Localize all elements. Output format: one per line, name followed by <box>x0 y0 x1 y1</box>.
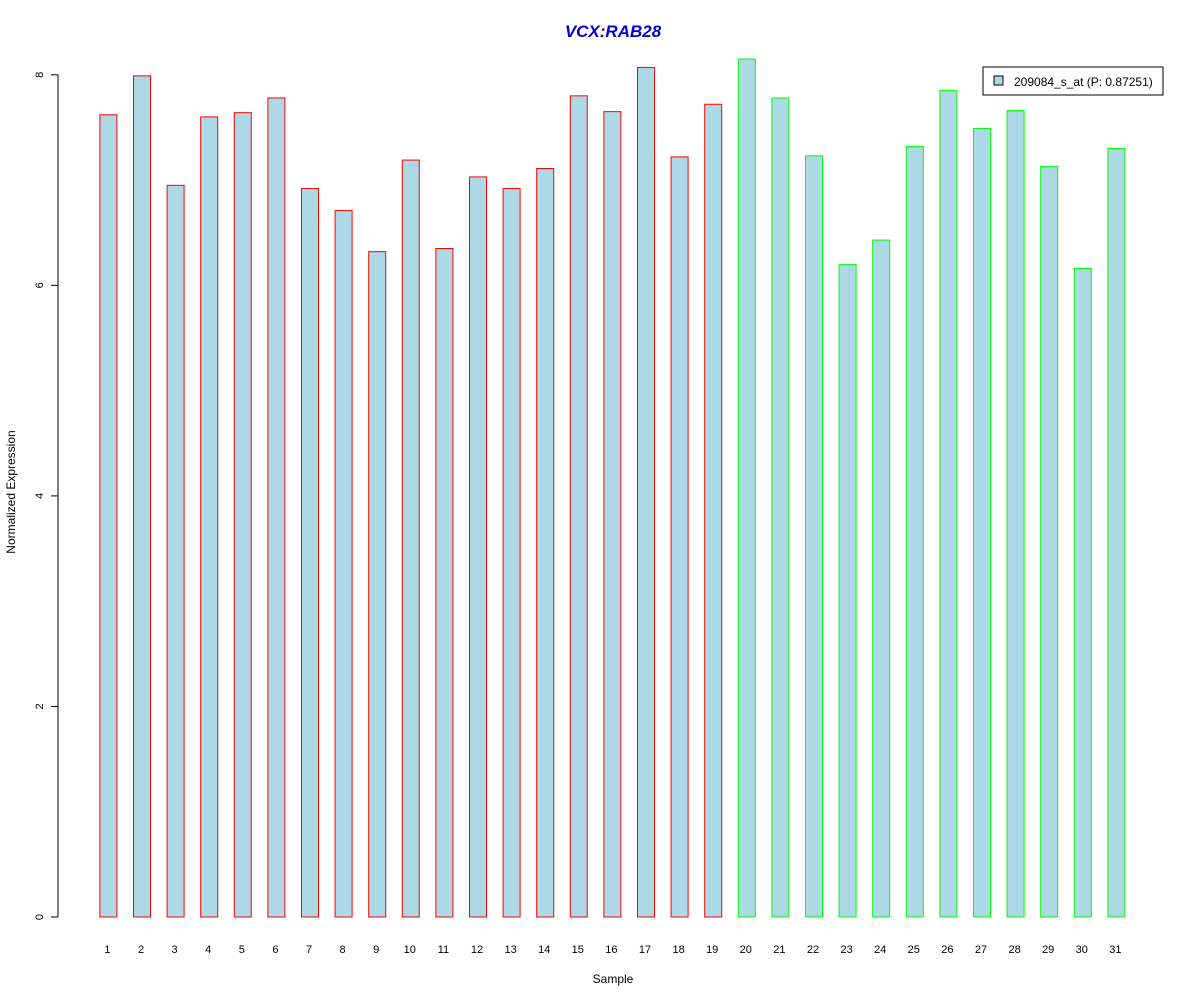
bar-3 <box>166 184 185 918</box>
bar-27 <box>973 127 991 918</box>
bar-2 <box>133 75 151 918</box>
x-tick-label: 1 <box>104 944 110 956</box>
chart-title: VCX:RAB28 <box>565 22 662 41</box>
x-axis-label: Sample <box>593 972 634 986</box>
y-tick-label: 0 <box>34 914 46 920</box>
x-tick-label: 9 <box>373 944 379 956</box>
bar-1 <box>99 114 118 918</box>
y-tick-label: 8 <box>34 72 46 78</box>
x-tick-label: 8 <box>340 944 346 956</box>
bar-25 <box>905 145 924 918</box>
x-tick-label: 19 <box>706 944 718 956</box>
y-axis: 0 2 4 6 8 <box>34 72 59 920</box>
bar-20 <box>737 58 756 918</box>
x-tick-label: 11 <box>438 944 449 956</box>
x-tick-label: 17 <box>639 944 651 956</box>
x-tick-label: 5 <box>239 944 245 956</box>
x-tick-label: 29 <box>1042 944 1054 956</box>
x-tick-label: 30 <box>1076 944 1088 956</box>
x-tick-label: 28 <box>1008 944 1020 956</box>
x-tick-label: 21 <box>773 944 785 956</box>
bars-group <box>99 58 1126 918</box>
bar-16 <box>603 111 622 918</box>
x-tick-labels: 1 2 3 4 5 6 7 8 9 10 11 12 13 14 15 16 17 18 19 20 21 22 23 24 2… <box>104 944 1121 956</box>
x-tick-label: 6 <box>272 944 278 956</box>
x-tick-label: 20 <box>740 944 752 956</box>
x-tick-label: 2 <box>138 944 144 956</box>
bar-5 <box>233 112 252 918</box>
x-tick-label: 13 <box>504 944 516 956</box>
bar-18 <box>670 156 689 918</box>
bar-24 <box>872 239 891 918</box>
bar-17 <box>637 66 655 918</box>
y-tick-label: 6 <box>34 282 46 288</box>
legend-swatch <box>993 75 1004 86</box>
x-tick-label: 12 <box>471 944 483 956</box>
x-tick-label: 10 <box>404 944 416 956</box>
bar-8 <box>334 210 353 918</box>
x-tick-label: 18 <box>672 944 684 956</box>
legend: 209084_s_at (P: 0.87251) <box>982 66 1164 96</box>
bar-9 <box>368 251 387 918</box>
bar-10 <box>401 159 420 918</box>
bar-19 <box>704 103 723 918</box>
x-tick-label: 22 <box>807 944 819 956</box>
bar-4 <box>200 116 219 918</box>
y-tick-label: 4 <box>34 493 46 499</box>
bar-11 <box>435 247 454 918</box>
bar-7 <box>301 187 319 918</box>
x-tick-label: 27 <box>975 944 987 956</box>
bar-30 <box>1073 267 1092 918</box>
y-tick-label: 2 <box>34 703 46 709</box>
x-tick-label: 23 <box>840 944 852 956</box>
bar-13 <box>502 187 521 918</box>
x-tick-label: 3 <box>172 944 178 956</box>
bar-22 <box>805 155 823 918</box>
x-tick-label: 15 <box>572 944 584 956</box>
y-axis-label: Normalized Expression <box>4 430 18 553</box>
bar-28 <box>1006 110 1025 918</box>
bar-31 <box>1107 147 1126 918</box>
x-tick-label: 31 <box>1109 944 1121 956</box>
x-tick-label: 25 <box>908 944 920 956</box>
bar-21 <box>771 97 790 918</box>
x-tick-label: 4 <box>205 944 211 956</box>
bar-6 <box>267 97 286 918</box>
x-tick-label: 7 <box>306 944 312 956</box>
x-tick-label: 26 <box>941 944 953 956</box>
bar-12 <box>469 176 487 918</box>
bar-26 <box>939 90 958 918</box>
bar-23 <box>838 263 857 918</box>
x-tick-label: 16 <box>605 944 617 956</box>
legend-label: 209084_s_at (P: 0.87251) <box>1014 75 1153 89</box>
bar-29 <box>1040 165 1059 918</box>
x-tick-label: 14 <box>538 944 550 956</box>
legend-box <box>982 66 1164 96</box>
x-tick-label: 24 <box>874 944 886 956</box>
bar-14 <box>536 167 555 918</box>
bar-15 <box>569 95 588 918</box>
